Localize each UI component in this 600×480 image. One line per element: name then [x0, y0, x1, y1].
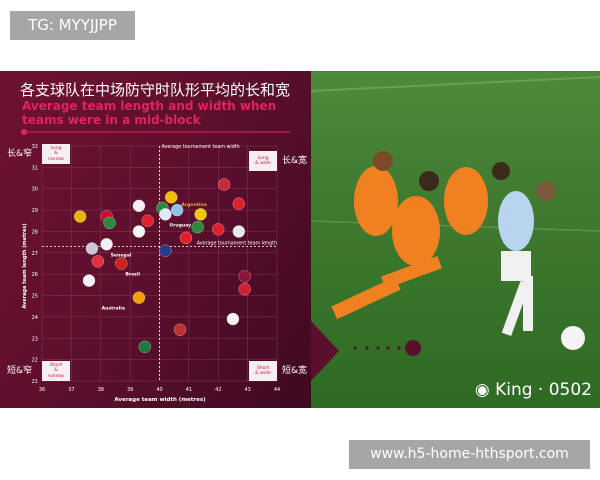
quadrant-cn-label: 短&窄 [7, 366, 33, 376]
data-point-flag [217, 178, 231, 191]
avg-width-label: Average tournament team width [162, 144, 240, 150]
x-tick-label: 42 [215, 387, 221, 393]
x-tick-label: 38 [98, 387, 104, 393]
x-tick-label: 44 [274, 387, 280, 393]
data-point-flag [238, 282, 251, 296]
data-point-flag [138, 340, 152, 354]
avg-length-label: Average tournament team length [197, 240, 277, 246]
data-point-flag [159, 208, 172, 221]
data-point-flag [165, 191, 178, 204]
quadrant-label: Short & narrow [48, 362, 64, 379]
data-point-flag [179, 231, 193, 245]
data-point-flag [226, 312, 240, 326]
x-tick-label: 37 [68, 387, 74, 393]
y-axis-label: Average team length (metres) [22, 223, 28, 308]
data-point-flag [91, 255, 105, 268]
data-point-flag [194, 208, 207, 221]
x-tick-label: 40 [156, 387, 162, 393]
data-point-flag [103, 216, 116, 230]
football [561, 326, 585, 350]
x-tick-label: 39 [127, 387, 133, 393]
quadrant-label: Short & wide [255, 365, 271, 377]
data-point-flag [238, 270, 251, 283]
x-tick-label: 43 [244, 387, 250, 393]
quadrant-label: Long & narrow [48, 145, 64, 162]
quadrant-box-long-narrow: Long & narrow [42, 144, 70, 164]
data-point-flag [115, 257, 128, 270]
chart-arrow-shape [311, 321, 339, 381]
quadrant-cn-label: 长&窄 [7, 149, 33, 159]
scatter-chart: 36 37 38 39 40 41 42 43 44 21 22 23 24 25 26 27 28 29 30 31… [21, 129, 290, 403]
data-point-flag [141, 214, 154, 228]
y-tick-label: 26 [32, 272, 38, 278]
quadrant-box-short-narrow: Short & narrow [42, 361, 70, 381]
data-point-flag [191, 220, 204, 234]
footer-url: www.h5-home-hthsport.com [349, 440, 590, 469]
data-point-label: Brazil [125, 272, 140, 278]
data-point-flag [132, 199, 146, 213]
weibo-watermark: ◉ King · 0502 [475, 380, 592, 400]
data-point-label: Australia [102, 306, 125, 312]
y-tick-label: 25 [32, 294, 38, 300]
data-point-flag [232, 197, 246, 210]
y-tick-label: 27 [32, 251, 38, 257]
data-point-flag [85, 242, 99, 255]
y-tick-label: 21 [32, 379, 38, 385]
tg-label: TG: MYYJJPP [10, 11, 135, 40]
quadrant-box-long-wide: Long & wide [249, 151, 277, 171]
data-point-flag [212, 223, 225, 236]
y-tick-label: 32 [32, 144, 38, 150]
data-point-label: Senegal [111, 252, 132, 258]
chart-subtitle: Average team length and width when teams… [22, 99, 277, 127]
y-tick-label: 22 [32, 358, 38, 364]
data-point-flag [132, 291, 146, 304]
data-point-flag [82, 274, 96, 287]
data-point-flag [159, 244, 172, 257]
data-point-flag [132, 225, 146, 238]
title-rule-dot [21, 129, 27, 135]
y-tick-label: 31 [32, 165, 38, 171]
data-point-flag [170, 203, 184, 217]
data-point-flag [73, 210, 87, 223]
x-tick-label: 36 [39, 387, 45, 393]
match-photo: ◉ King · 0502 [311, 71, 600, 408]
weibo-icon: ◉ [474, 380, 496, 400]
chart-panel: 各支球队在中场防守时队形平均的长和宽 Average team length a… [0, 71, 311, 408]
x-axis-label: Average team width (metres) [114, 397, 206, 403]
data-point-flag [173, 323, 187, 336]
y-tick-label: 30 [32, 187, 38, 193]
quadrant-cn-label: 短&宽 [282, 366, 308, 376]
data-point-label: Argentina [181, 202, 207, 208]
y-tick-label: 29 [32, 208, 38, 214]
data-point-flag [232, 225, 246, 238]
y-tick-label: 24 [32, 315, 38, 321]
data-point-label: Uruguay [169, 222, 191, 228]
y-tick-label: 28 [32, 229, 38, 235]
quadrant-label: Long & wide [255, 155, 271, 167]
data-point-flag [100, 238, 113, 251]
y-tick-label: 23 [32, 336, 38, 342]
quadrant-box-short-wide: Short & wide [249, 361, 277, 381]
players-illustration [311, 76, 600, 381]
x-tick-label: 41 [186, 387, 192, 393]
chart-title: 各支球队在中场防守时队形平均的长和宽 [20, 81, 291, 99]
watermark-text: King · 0502 [495, 380, 592, 400]
quadrant-cn-label: 长&宽 [282, 156, 308, 166]
